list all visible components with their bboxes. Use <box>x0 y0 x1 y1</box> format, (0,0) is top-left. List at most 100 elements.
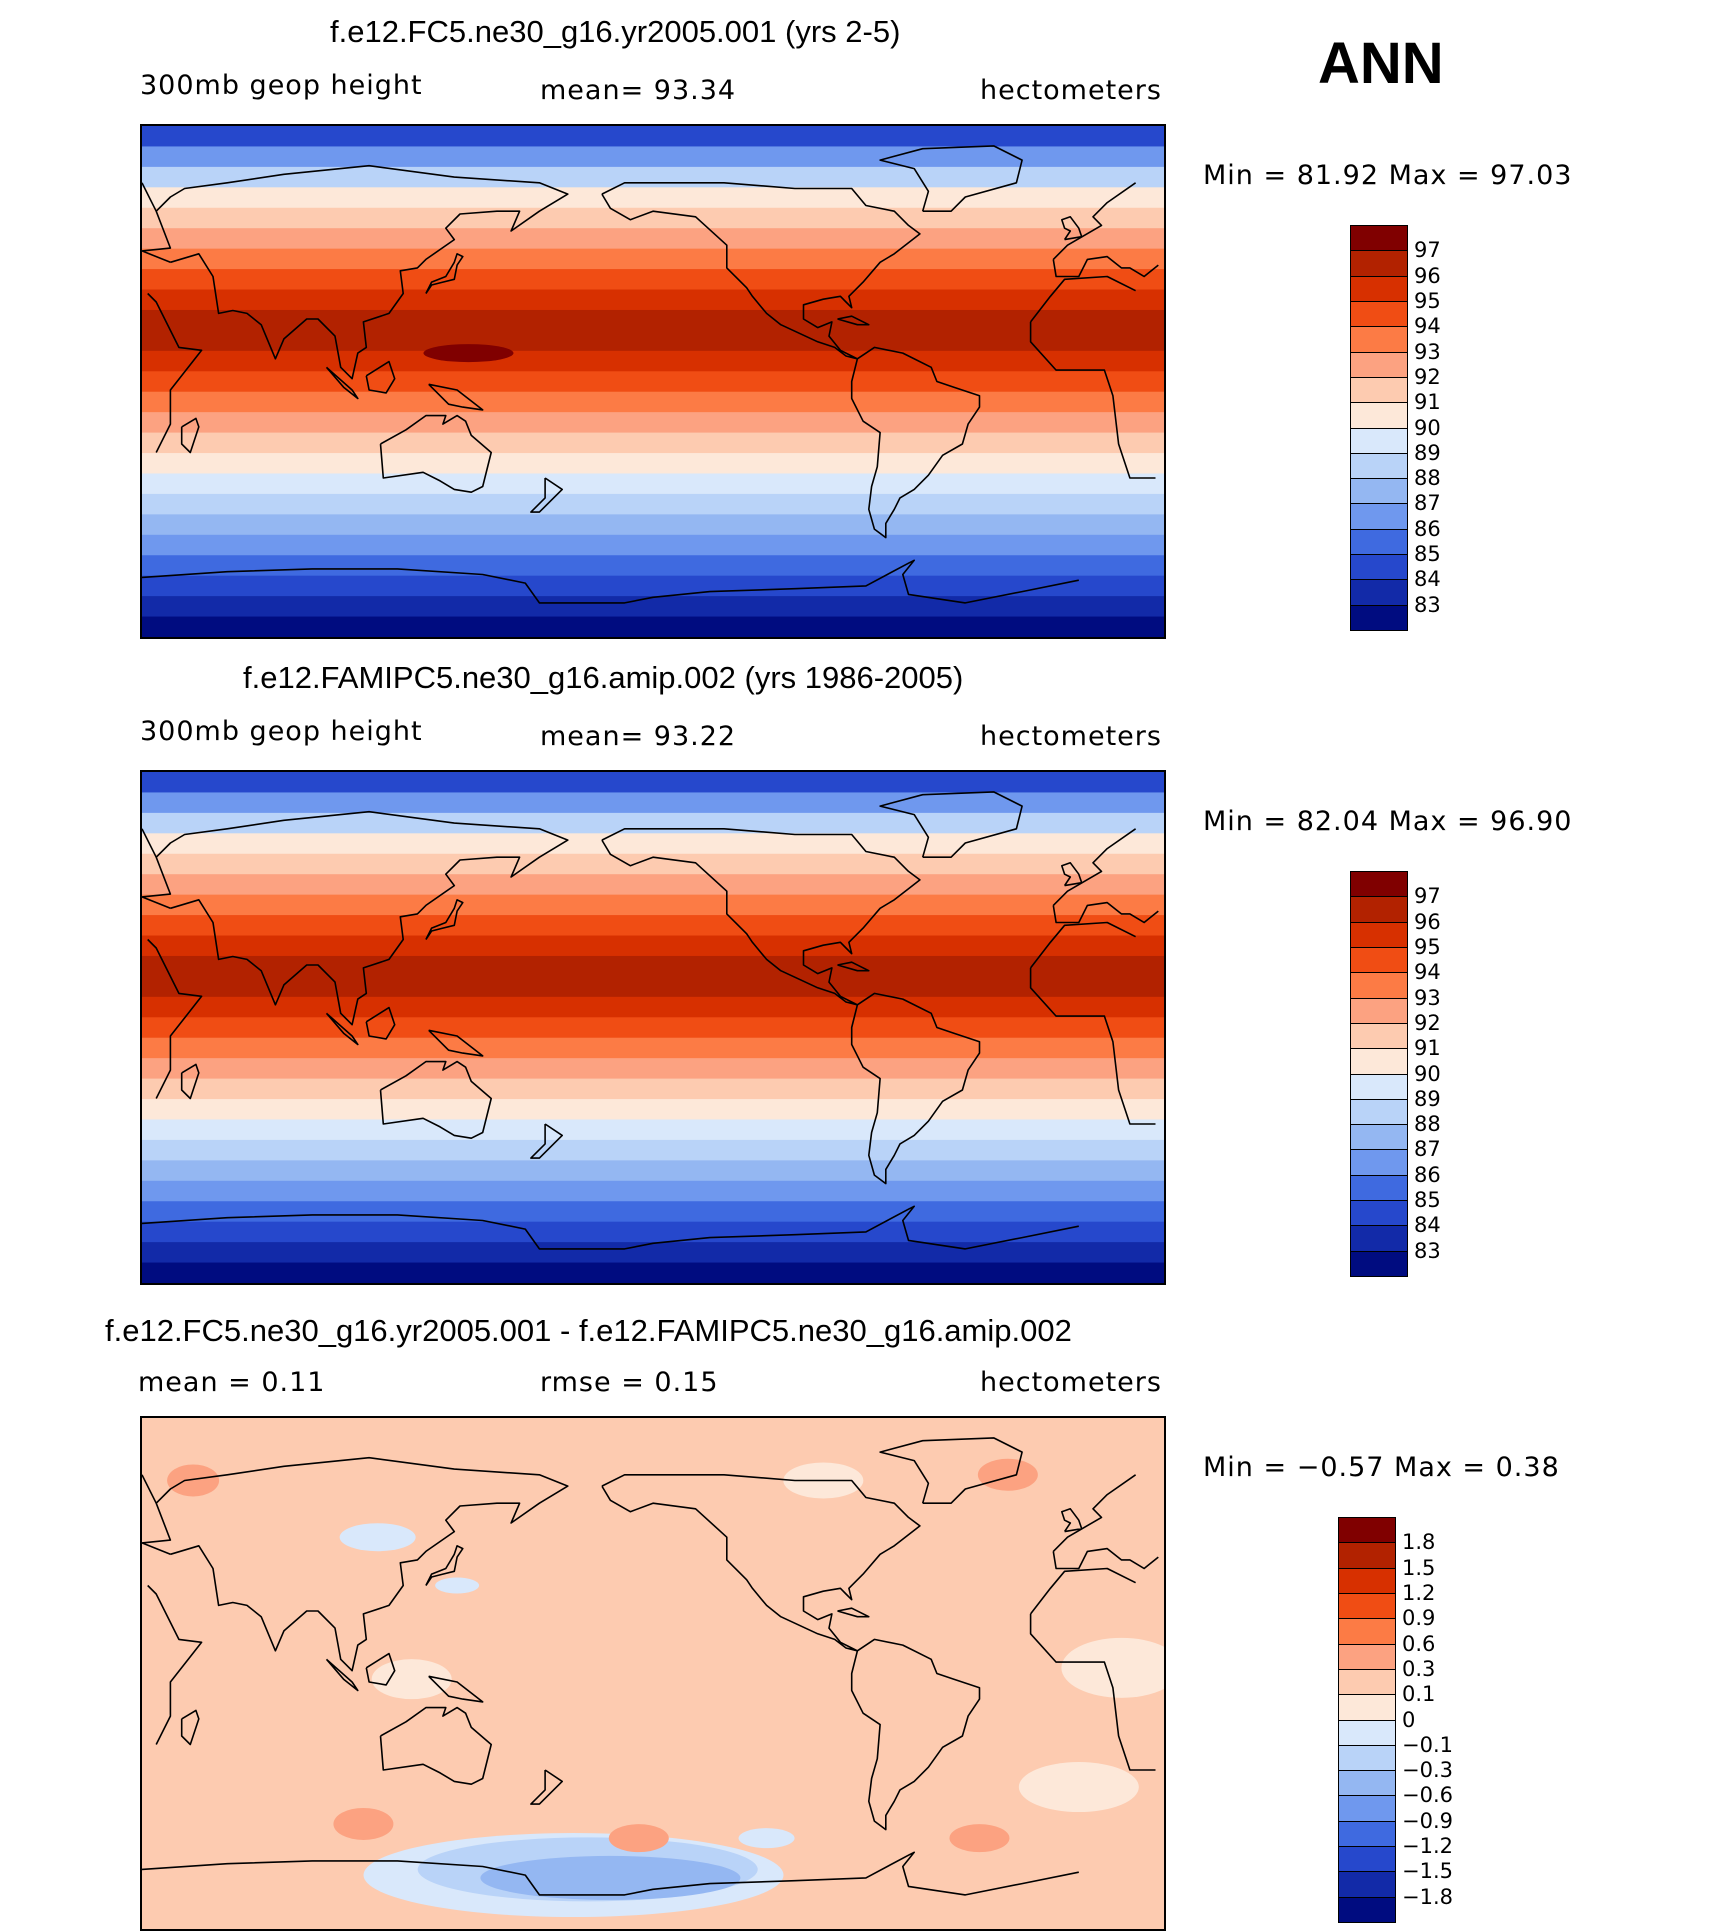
colorbar-swatch <box>1350 1149 1408 1176</box>
panel-3-map <box>140 1416 1166 1931</box>
contour-band <box>142 371 1164 393</box>
panel-1-title: f.e12.FC5.ne30_g16.yr2005.001 (yrs 2-5) <box>330 14 901 49</box>
coastline <box>142 559 1079 604</box>
contour-band <box>142 1017 1164 1039</box>
colorbar-swatch <box>1350 225 1408 252</box>
coastline <box>1029 921 1136 969</box>
panel-1-mean-label: mean= 93.34 <box>540 75 737 106</box>
season-label: ANN <box>1318 31 1444 96</box>
panel-3-colorbar: 1.8 1.5 1.2 0.9 0.6 0.3 0.1 0 −0.1 −0.3 −0.6 −0.9 −1… <box>1338 1517 1488 1923</box>
colorbar-tick-label: 87 <box>1414 1137 1441 1162</box>
colorbar-tick-label: 93 <box>1414 339 1441 364</box>
panel-2-minmax: Min = 82.04 Max = 96.90 <box>1203 806 1573 837</box>
colorbar-tick-label: 90 <box>1414 415 1441 440</box>
colorbar-tick-label: 84 <box>1414 1213 1441 1238</box>
panel-3-mean-label: mean = 0.11 <box>138 1367 326 1398</box>
coastline <box>850 1638 981 1831</box>
panel-3-minmax: Min = −0.57 Max = 0.38 <box>1203 1452 1560 1483</box>
coastline <box>142 828 172 910</box>
coastline <box>1029 967 1156 1125</box>
contour-band <box>142 1099 1164 1121</box>
colorbar-swatch <box>1350 871 1408 898</box>
contour-band <box>142 853 1164 875</box>
contour-band <box>142 228 1164 250</box>
panel-2-colorbar: 97 96 95 94 93 92 91 90 89 88 87 86 85 84 83 <box>1350 871 1490 1277</box>
contour-band <box>142 935 1164 957</box>
contour-band <box>142 1201 1164 1223</box>
panel-1-units-label: hectometers <box>980 75 1162 106</box>
colorbar-tick-label: 0 <box>1402 1707 1416 1732</box>
colorbar-swatch <box>1338 1871 1396 1898</box>
contour-band <box>142 976 1164 998</box>
coastline <box>428 1029 484 1057</box>
coastline <box>365 1006 396 1040</box>
colorbar-tick-label: 86 <box>1414 516 1441 541</box>
colorbar-swatch <box>1350 402 1408 429</box>
coastline <box>879 791 1023 858</box>
colorbar-swatch <box>1338 1517 1396 1544</box>
colorbar-swatch <box>1350 997 1408 1024</box>
panel-1-minmax: Min = 81.92 Max = 97.03 <box>1203 160 1573 191</box>
contour-band <box>142 269 1164 291</box>
panel-1-map-plot <box>142 126 1164 637</box>
coastline <box>425 1545 464 1586</box>
panel-3-map-plot <box>142 1418 1164 1929</box>
colorbar-tick-label: 83 <box>1414 592 1441 617</box>
coastline <box>601 827 921 1006</box>
colorbar-tick-label: 83 <box>1414 1238 1441 1263</box>
colorbar-tick-label: 92 <box>1414 364 1441 389</box>
coastline <box>147 292 203 453</box>
coastline <box>142 1205 1079 1250</box>
colorbar-swatch <box>1350 604 1408 631</box>
coastline <box>1029 321 1156 479</box>
panel-2-map-plot <box>142 772 1164 1283</box>
coastline <box>879 145 1023 212</box>
colorbar-tick-label: 0.9 <box>1402 1606 1436 1631</box>
colorbar-swatch <box>1350 896 1408 923</box>
colorbar-swatch <box>1338 1719 1396 1746</box>
contour-band <box>142 894 1164 916</box>
colorbar-swatch <box>1350 1124 1408 1151</box>
contour-band <box>142 874 1164 896</box>
colorbar-tick-label: 91 <box>1414 390 1441 415</box>
colorbar-tick-label: 97 <box>1414 884 1441 909</box>
coastline <box>1052 1474 1137 1552</box>
colorbar-swatch <box>1338 1668 1396 1696</box>
coastline <box>365 1652 396 1686</box>
colorbar-tick-label: 87 <box>1414 491 1441 516</box>
colorbar-tick-label: 0.6 <box>1402 1631 1436 1656</box>
coastline <box>155 164 569 380</box>
contour-blob <box>738 1828 795 1849</box>
colorbar-swatch <box>1350 579 1408 606</box>
colorbar-swatch <box>1338 1567 1396 1594</box>
contour-band <box>142 453 1164 475</box>
contour-band <box>142 391 1164 413</box>
colorbar-swatch <box>1350 376 1408 404</box>
contour-blob <box>1018 1762 1139 1813</box>
coastline <box>425 899 464 940</box>
colorbar-tick-label: 85 <box>1414 1188 1441 1213</box>
colorbar-tick-label: 84 <box>1414 567 1441 592</box>
contour-band <box>142 309 1164 331</box>
colorbar-swatch <box>1350 427 1408 454</box>
colorbar-swatch <box>1350 452 1408 480</box>
colorbar-tick-label: 85 <box>1414 542 1441 567</box>
contour-band <box>142 1058 1164 1080</box>
panel-3-units-label: hectometers <box>980 1367 1162 1398</box>
coastline <box>1060 1508 1083 1533</box>
contour-band <box>142 248 1164 270</box>
colorbar-tick-label: 94 <box>1414 314 1441 339</box>
contour-band <box>142 955 1164 977</box>
contour-band <box>142 1139 1164 1161</box>
contour-band <box>142 596 1164 618</box>
colorbar-tick-label: 93 <box>1414 985 1441 1010</box>
contour-band <box>142 772 1164 794</box>
colorbar-swatch <box>1338 1744 1396 1772</box>
coastline <box>379 1706 493 1786</box>
coastline <box>837 1607 870 1618</box>
colorbar-tick-label: 95 <box>1414 288 1441 313</box>
colorbar-tick-label: −0.6 <box>1402 1783 1453 1808</box>
panel-1-colorbar: 97 96 95 94 93 92 91 90 89 88 87 86 85 84 83 <box>1350 225 1490 631</box>
coastline <box>530 1123 564 1159</box>
panel-1-map <box>140 124 1166 639</box>
